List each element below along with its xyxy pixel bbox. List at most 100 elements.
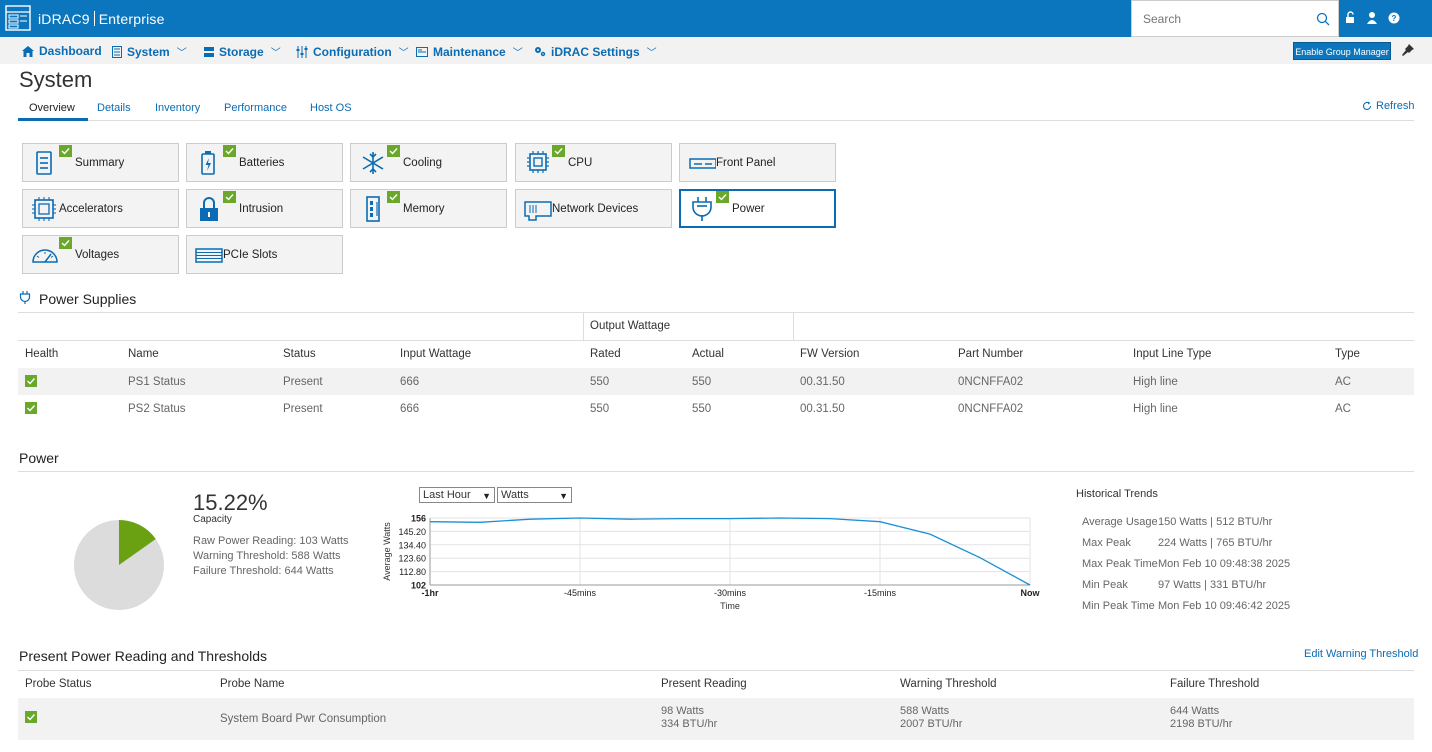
search-input[interactable] [1132, 1, 1302, 36]
ps-status: Present [283, 376, 323, 388]
tile-cooling[interactable]: Cooling [350, 143, 507, 182]
tile-label: Network Devices [552, 203, 639, 215]
tile-memory[interactable]: Memory [350, 189, 507, 228]
time-range-select[interactable]: Last Hour ▼ [419, 487, 495, 503]
hist-value: 97 Watts | 331 BTU/hr [1158, 579, 1267, 591]
ps-rated: 550 [590, 376, 610, 388]
page-tabs: Overview Details Inventory Performance H… [18, 98, 1414, 121]
hist-value: Mon Feb 10 09:48:38 2025 [1158, 558, 1291, 570]
unlock-icon[interactable] [1343, 10, 1357, 26]
chevron-down-icon: ▼ [559, 491, 568, 501]
status-ok-icon [25, 711, 37, 723]
col-health: Health [25, 348, 59, 360]
tab-host-os[interactable]: Host OS [310, 102, 352, 114]
nav-storage[interactable]: Storage ﹀ [204, 44, 281, 59]
warning-reading: 588 Watts 2007 BTU/hr [900, 705, 962, 731]
divider [18, 670, 1414, 671]
tab-performance[interactable]: Performance [224, 102, 287, 114]
status-ok-icon [59, 237, 72, 249]
group-divider-right [793, 312, 794, 340]
front-panel-icon [689, 158, 716, 169]
hist-value: Mon Feb 10 09:46:42 2025 [1158, 600, 1291, 612]
tile-batteries[interactable]: Batteries [186, 143, 343, 182]
refresh-button[interactable]: Refresh [1362, 100, 1415, 112]
ps-type: AC [1335, 376, 1351, 388]
nav-dashboard[interactable]: Dashboard [22, 44, 102, 58]
tile-cpu[interactable]: CPU [515, 143, 672, 182]
nav-configuration[interactable]: Configuration ﹀ [296, 44, 409, 59]
active-tab-indicator [18, 118, 88, 121]
hist-value: 150 Watts | 512 BTU/hr [1158, 516, 1273, 528]
warning-btu: 2007 BTU/hr [900, 718, 963, 730]
hist-value: 224 Watts | 765 BTU/hr [1158, 537, 1273, 549]
tab-details[interactable]: Details [97, 102, 131, 114]
tile-pcie-slots[interactable]: PCIe Slots [186, 235, 343, 274]
network-card-icon [524, 201, 552, 221]
unit-value: Watts [501, 489, 529, 501]
ps-name: PS1 Status [128, 376, 186, 388]
tile-summary[interactable]: Summary [22, 143, 179, 182]
status-ok-icon [25, 375, 37, 387]
col-status: Status [283, 348, 316, 360]
y-tick-label: 102 [411, 581, 426, 591]
capacity-pie-chart [74, 520, 164, 610]
nav-idrac-settings-label: iDRAC Settings [551, 44, 640, 59]
accelerator-icon [32, 197, 56, 221]
tile-accelerators[interactable]: Accelerators [22, 189, 179, 228]
brand-divider [93, 11, 95, 26]
memory-icon [366, 196, 380, 222]
thresholds-title: Present Power Reading and Thresholds [19, 648, 268, 664]
status-ok-icon [223, 191, 236, 203]
nav-idrac-settings[interactable]: iDRAC Settings ﹀ [534, 44, 657, 59]
tile-voltages[interactable]: Voltages [22, 235, 179, 274]
chevron-down-icon: ﹀ [176, 48, 187, 59]
tile-intrusion[interactable]: Intrusion [186, 189, 343, 228]
tile-label: Summary [75, 157, 125, 169]
help-icon[interactable]: ? [1387, 10, 1401, 26]
col-failure-threshold: Failure Threshold [1170, 678, 1260, 690]
pie-used-slice [119, 520, 156, 565]
status-ok-icon [387, 191, 400, 203]
tab-overview[interactable]: Overview [29, 102, 75, 114]
tile-power[interactable]: Power [679, 189, 836, 228]
search-icon[interactable] [1316, 12, 1330, 26]
battery-icon [201, 151, 215, 175]
tile-network-devices[interactable]: Network Devices [515, 189, 672, 228]
nav-storage-label: Storage [219, 44, 264, 59]
group-divider-left [583, 312, 584, 340]
search-box [1131, 0, 1339, 37]
present-btu: 334 BTU/hr [661, 718, 718, 730]
y-tick-label: 145.20 [398, 527, 426, 537]
col-rated: Rated [590, 348, 621, 360]
gauge-icon [32, 249, 58, 263]
ps-part-number: 0NCNFFA02 [958, 376, 1024, 388]
pin-icon[interactable] [1401, 43, 1415, 57]
y-tick-label: 123.60 [398, 554, 426, 564]
nav-system[interactable]: System ﹀ [112, 44, 187, 59]
tile-label: CPU [568, 157, 593, 169]
user-icon[interactable] [1365, 10, 1379, 26]
nav-dashboard-label: Dashboard [39, 44, 102, 58]
nav-system-label: System [127, 44, 170, 59]
tile-label: Accelerators [59, 203, 123, 215]
edit-warning-threshold-link[interactable]: Edit Warning Threshold [1304, 648, 1419, 660]
failure-threshold-text: Failure Threshold: 644 Watts [193, 565, 334, 577]
nav-maintenance[interactable]: Maintenance ﹀ [416, 44, 523, 59]
present-reading: 98 Watts 334 BTU/hr [661, 705, 717, 731]
hist-key: Max Peak Time [1082, 558, 1158, 570]
chevron-down-icon: ﹀ [646, 48, 657, 59]
sliders-icon [296, 45, 308, 58]
x-tick-label: Now [1021, 588, 1041, 598]
output-wattage-header: Output Wattage [590, 320, 671, 332]
enable-group-manager-button[interactable]: Enable Group Manager [1293, 42, 1391, 60]
ps-input-wattage: 666 [400, 403, 420, 415]
status-ok-icon [552, 145, 565, 157]
unit-select[interactable]: Watts ▼ [497, 487, 572, 503]
warning-watts: 588 Watts [900, 705, 950, 717]
col-present-reading: Present Reading [661, 678, 747, 690]
tile-label: Voltages [75, 249, 120, 261]
tab-inventory[interactable]: Inventory [155, 102, 201, 114]
hist-key: Min Peak Time [1082, 600, 1155, 612]
tile-front-panel[interactable]: Front Panel [679, 143, 836, 182]
ps-actual: 550 [692, 376, 712, 388]
